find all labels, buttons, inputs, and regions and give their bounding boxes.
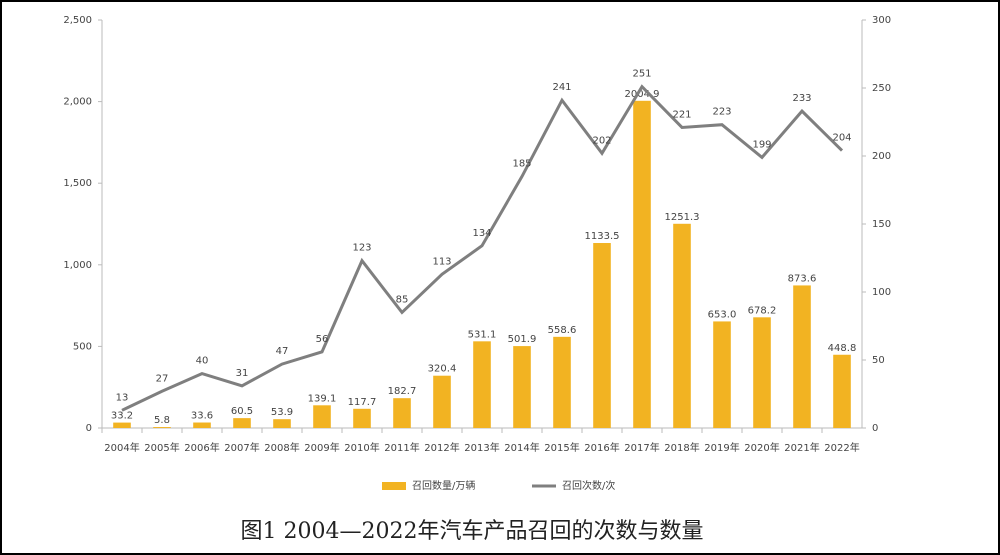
bar-value-label: 53.9: [271, 407, 293, 418]
x-tick-label: 2007年: [224, 441, 259, 454]
line-value-label: 221: [672, 109, 691, 120]
bar: [153, 427, 171, 428]
bar-value-label: 33.2: [111, 411, 133, 422]
bar-value-label: 1251.3: [665, 212, 700, 223]
bar-value-label: 182.7: [388, 386, 417, 397]
x-tick-label: 2010年: [344, 441, 379, 454]
bar: [353, 408, 371, 428]
line-value-label: 204: [832, 133, 851, 144]
x-tick-label: 2022年: [824, 441, 859, 454]
line-value-label: 134: [472, 228, 491, 239]
bar-value-label: 60.5: [231, 406, 253, 417]
y2-tick-label: 50: [872, 355, 885, 366]
bar: [633, 100, 651, 428]
bar-value-label: 2004.9: [625, 89, 660, 100]
bar-value-label: 501.9: [508, 334, 537, 345]
line: [121, 84, 844, 412]
y-tick-label: 1,000: [63, 260, 92, 271]
x-tick-label: 2008年: [264, 441, 299, 454]
line-value-label: 85: [396, 294, 409, 305]
bar: [273, 419, 291, 428]
bar-value-label: 320.4: [428, 364, 457, 375]
x-tick-label: 2013年: [464, 441, 499, 454]
x-tick-label: 2005年: [144, 441, 179, 454]
line-value-label: 27: [156, 373, 169, 384]
line-value-label: 185: [512, 158, 531, 169]
line-value-label: 56: [316, 334, 329, 345]
y-tick-label: 2,000: [63, 97, 92, 108]
bar-value-label: 117.7: [348, 397, 377, 408]
x-tick-label: 2015年: [544, 441, 579, 454]
bar: [753, 317, 771, 428]
x-tick-label: 2009年: [304, 441, 339, 454]
bar-value-label: 653.0: [708, 309, 737, 320]
bar-value-label: 873.6: [788, 273, 817, 284]
y-tick-label: 0: [86, 423, 92, 434]
y-tick-label: 500: [73, 341, 92, 352]
line-value-label: 31: [236, 368, 249, 379]
x-tick-label: 2012年: [424, 441, 459, 454]
y2-tick-label: 300: [872, 15, 891, 26]
x-tick-label: 2021年: [784, 441, 819, 454]
x-tick-label: 2020年: [744, 441, 779, 454]
line-value-label: 251: [632, 69, 651, 80]
y2-tick-label: 150: [872, 219, 891, 230]
legend-label: 召回数量/万辆: [412, 479, 475, 492]
bar-value-label: 33.6: [191, 411, 213, 422]
bar: [513, 346, 531, 428]
x-tick-label: 2017年: [624, 441, 659, 454]
line-value-label: 233: [792, 93, 811, 104]
bar: [553, 336, 571, 428]
line-value-label: 123: [352, 243, 371, 254]
line-value-label: 241: [552, 82, 571, 93]
x-tick-label: 2011年: [384, 441, 419, 454]
line-value-label: 113: [432, 256, 451, 267]
line-value-label: 223: [712, 107, 731, 118]
legend-label: 召回次数/次: [562, 479, 615, 492]
bar: [713, 321, 731, 428]
bar-value-label: 5.8: [154, 415, 170, 426]
line-value-label: 202: [592, 135, 611, 146]
x-tick-label: 2014年: [504, 441, 539, 454]
bar: [313, 405, 331, 428]
bar: [193, 422, 211, 428]
y2-tick-label: 200: [872, 151, 891, 162]
bar-value-label: 1133.5: [585, 231, 620, 242]
y2-tick-label: 100: [872, 287, 891, 298]
legend-swatch: [382, 482, 406, 490]
x-tick-label: 2006年: [184, 441, 219, 454]
bar: [793, 285, 811, 428]
bar: [113, 422, 131, 428]
bar-value-label: 531.1: [468, 329, 497, 340]
y2-tick-label: 0: [872, 423, 878, 434]
bar-value-label: 448.8: [828, 343, 857, 354]
bar-value-label: 139.1: [308, 393, 337, 404]
line-value-label: 199: [752, 139, 771, 150]
bar: [393, 398, 411, 428]
bar: [233, 418, 251, 428]
x-tick-label: 2004年: [104, 441, 139, 454]
bar: [593, 243, 611, 428]
y2-tick-label: 250: [872, 83, 891, 94]
y-tick-label: 1,500: [63, 178, 92, 189]
bar: [673, 223, 691, 428]
y-tick-label: 2,500: [63, 15, 92, 26]
x-tick-label: 2019年: [704, 441, 739, 454]
bar-value-label: 678.2: [748, 305, 777, 316]
bar: [473, 341, 491, 428]
bar: [433, 375, 451, 428]
x-tick-label: 2016年: [584, 441, 619, 454]
line-value-label: 13: [116, 392, 129, 403]
x-tick-label: 2018年: [664, 441, 699, 454]
line-value-label: 47: [276, 346, 289, 357]
chart-title: 图1 2004—2022年汽车产品召回的次数与数量: [241, 519, 704, 544]
bar-value-label: 558.6: [548, 325, 577, 336]
bar: [833, 354, 851, 428]
line-value-label: 40: [196, 356, 209, 367]
